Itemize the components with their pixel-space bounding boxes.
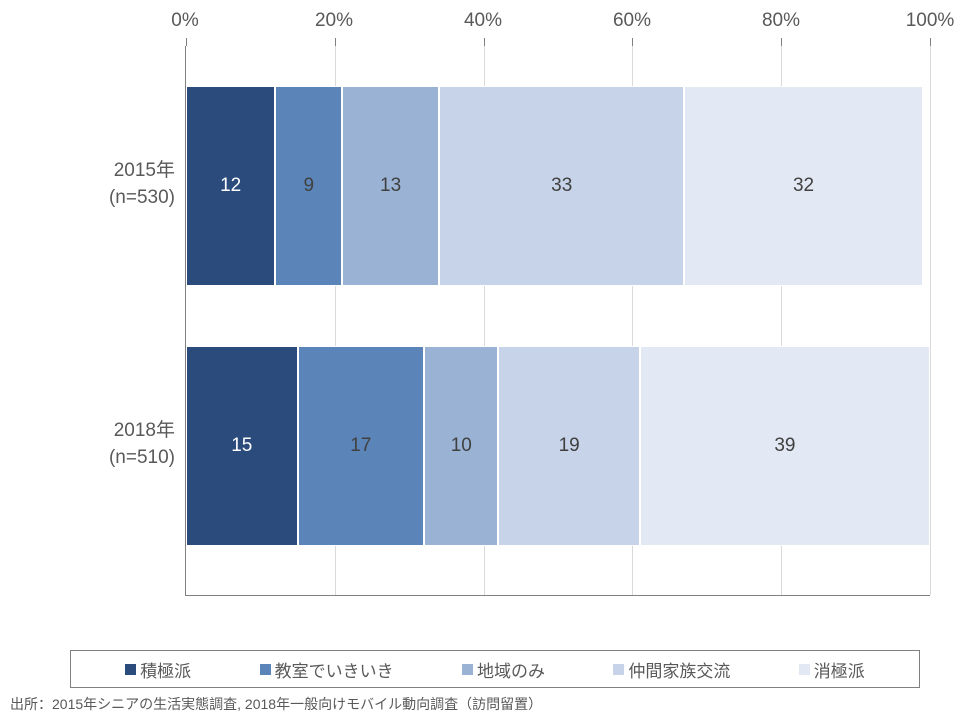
bar-segment: 10 [424,346,498,546]
gridline [930,46,931,595]
axis-tick [632,38,633,46]
category-label-line: 2015年 [114,160,175,181]
bar-segment: 17 [298,346,424,546]
axis-tick-label: 80% [762,10,800,32]
category-label-line: (n=510) [109,447,175,468]
axis-tick [484,38,485,46]
axis-tick-label: 60% [613,10,651,32]
source-text: 出所：2015年シニアの生活実態調査, 2018年一般向けモバイル動向調査（訪問… [10,694,542,714]
axis-tick-label: 40% [464,10,502,32]
bar-segment: 15 [186,346,298,546]
legend-swatch [799,664,810,675]
category-label-line: (n=530) [109,187,175,208]
bar-row-2018: 15 17 10 19 39 [186,346,930,546]
bar-value: 32 [793,175,814,197]
legend-item: 積極派 [125,657,191,682]
legend-item: 教室でいきいき [260,657,394,682]
legend-swatch [613,664,624,675]
axis-tick-label: 0% [171,10,198,32]
bar-value: 17 [350,435,371,457]
category-label-line: 2018年 [114,420,175,441]
axis-tick-label: 20% [315,10,353,32]
legend-label: 消極派 [814,657,865,682]
bar-segment: 32 [684,86,922,286]
bar-value: 10 [451,435,472,457]
category-label-2018: 2018年 (n=510) [40,418,175,471]
legend-label: 積極派 [140,657,191,682]
legend-label: 教室でいきいき [275,657,394,682]
axis-tick-label: 100% [906,10,955,32]
legend-swatch [462,664,473,675]
bar-value: 15 [231,435,252,457]
bar-value: 12 [220,175,241,197]
legend-label: 仲間家族交流 [628,657,730,682]
bar-value: 13 [380,175,401,197]
axis-tick [186,38,187,46]
bar-value: 33 [551,175,572,197]
bar-value: 9 [303,175,314,197]
bar-segment: 33 [439,86,685,286]
plot-area: 12 9 13 33 32 15 17 10 19 39 [185,46,930,596]
bar-row-2015: 12 9 13 33 32 [186,86,930,286]
legend-item: 消極派 [799,657,865,682]
axis-tick [335,38,336,46]
legend-swatch [260,664,271,675]
bar-segment: 12 [186,86,275,286]
axis-tick [781,38,782,46]
bar-segment: 13 [342,86,439,286]
legend: 積極派 教室でいきいき 地域のみ 仲間家族交流 消極派 [70,650,920,688]
bar-value: 19 [559,435,580,457]
bar-value: 39 [774,435,795,457]
legend-item: 地域のみ [462,657,545,682]
bar-segment: 19 [498,346,639,546]
chart-container: 0% 20% 40% 60% 80% 100% 12 9 13 33 32 15… [40,10,930,650]
category-label-2015: 2015年 (n=530) [40,158,175,211]
axis-tick [930,38,931,46]
bar-segment: 9 [275,86,342,286]
bar-segment: 39 [640,346,930,546]
legend-item: 仲間家族交流 [613,657,730,682]
legend-swatch [125,664,136,675]
x-axis-labels: 0% 20% 40% 60% 80% 100% [185,10,930,40]
legend-label: 地域のみ [477,657,545,682]
